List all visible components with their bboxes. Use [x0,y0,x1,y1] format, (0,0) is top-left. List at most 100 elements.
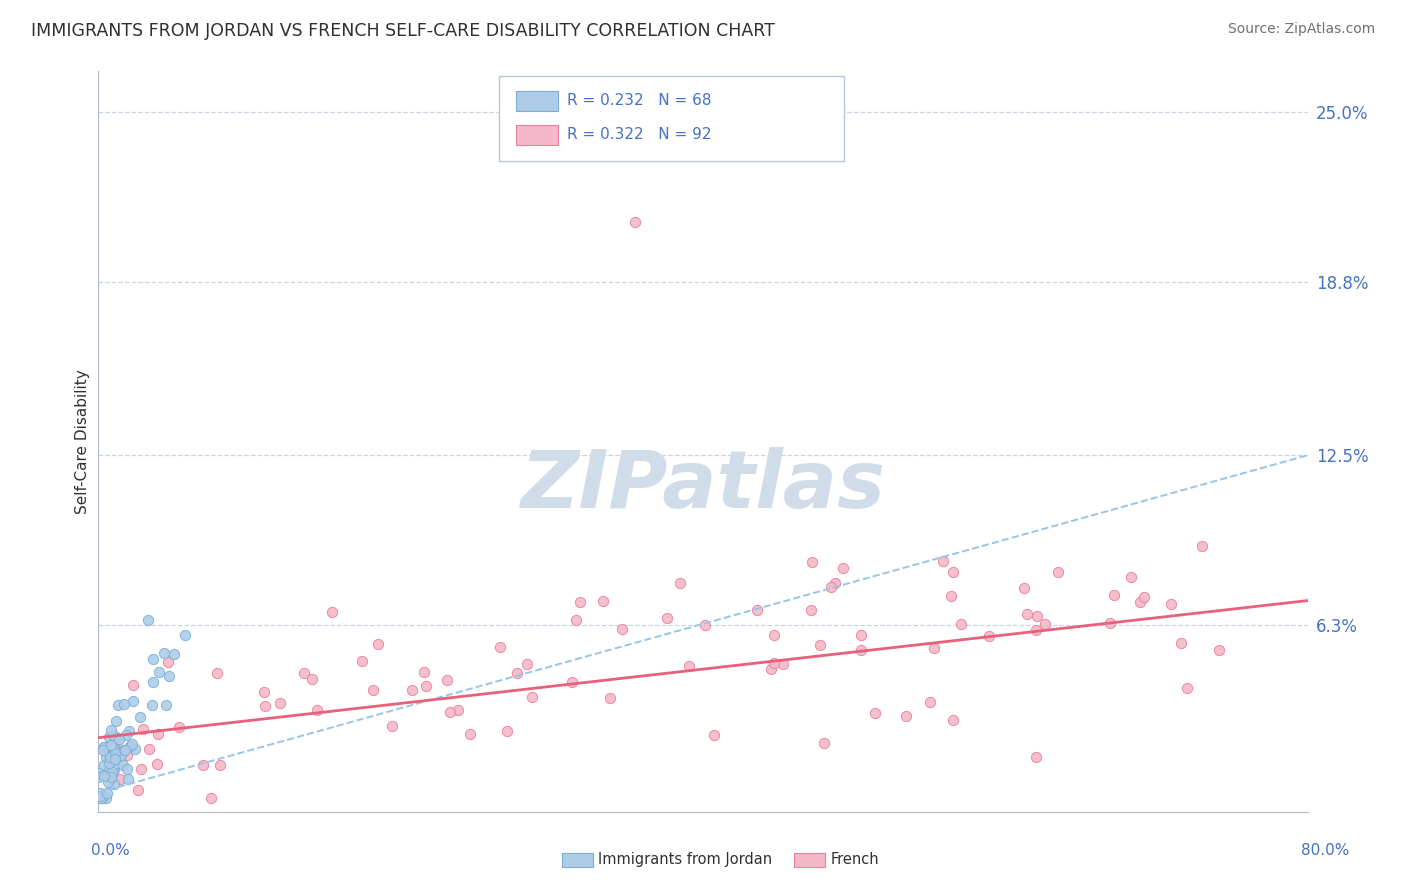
Point [107,698,129,713]
Point [100,750,122,764]
Point [163,647,186,661]
Point [89,786,111,800]
Point [516,657,538,671]
Point [110,747,132,762]
Point [489,640,512,654]
Point [439,705,461,719]
Point [361,682,384,697]
Point [820,581,842,595]
Point [87,770,110,784]
Point [108,742,131,756]
Point [94,791,117,805]
Point [101,765,124,780]
Point [107,731,129,746]
Text: IMMIGRANTS FROM JORDAN VS FRENCH SELF-CARE DISABILITY CORRELATION CHART: IMMIGRANTS FROM JORDAN VS FRENCH SELF-CA… [31,22,775,40]
Point [118,739,141,753]
Point [1098,615,1121,630]
Point [100,767,122,781]
Point [93,739,115,754]
Point [565,613,588,627]
Point [121,694,143,708]
Point [506,665,529,680]
Point [918,695,941,709]
Point [568,595,591,609]
Point [136,613,159,627]
Point [669,576,692,591]
Point [939,590,962,604]
Point [849,627,872,641]
Point [401,683,423,698]
Point [413,665,436,679]
Point [112,744,135,758]
Point [894,709,917,723]
Point [148,727,170,741]
Point [458,727,481,741]
Point [89,791,111,805]
Point [932,553,955,567]
Point [103,740,125,755]
Point [96,768,118,782]
Text: Immigrants from Jordan: Immigrants from Jordan [598,853,772,867]
Point [1025,623,1047,637]
Point [496,724,519,739]
Point [101,741,124,756]
Point [103,777,125,791]
Point [98,730,121,744]
Point [100,738,122,752]
Point [138,742,160,756]
Point [100,723,122,737]
Point [1015,607,1038,622]
Point [1191,539,1213,553]
Point [761,662,783,676]
Point [200,791,222,805]
Point [124,741,146,756]
Point [153,646,176,660]
Text: 80.0%: 80.0% [1302,843,1350,857]
Point [301,673,323,687]
Point [693,618,716,632]
Point [132,722,155,736]
Point [104,746,127,760]
Point [977,630,1000,644]
Point [922,640,945,655]
Point [1133,590,1156,604]
Text: ZIPatlas: ZIPatlas [520,447,886,525]
Point [436,673,458,687]
Point [942,565,965,579]
Point [800,603,823,617]
Point [592,594,614,608]
Point [1102,588,1125,602]
Point [94,750,117,764]
Point [205,666,228,681]
Point [624,215,647,229]
Point [415,680,437,694]
Point [108,749,131,764]
Point [352,654,374,668]
Point [117,772,139,786]
Point [174,628,197,642]
Point [112,742,135,756]
Point [100,770,122,784]
Point [813,736,835,750]
Point [97,775,120,789]
Point [831,560,853,574]
Point [1014,581,1036,595]
Point [561,675,583,690]
Point [520,690,543,705]
Point [87,765,110,780]
Point [104,756,127,771]
Point [94,766,117,780]
Point [141,698,163,712]
Point [321,606,343,620]
Point [110,772,132,787]
Point [1119,570,1142,584]
Y-axis label: Self-Care Disability: Self-Care Disability [75,369,90,514]
Point [122,678,145,692]
Point [292,665,315,680]
Point [380,719,402,733]
Point [253,699,276,714]
Point [89,789,111,803]
Point [101,748,124,763]
Point [114,743,136,757]
Point [599,690,621,705]
